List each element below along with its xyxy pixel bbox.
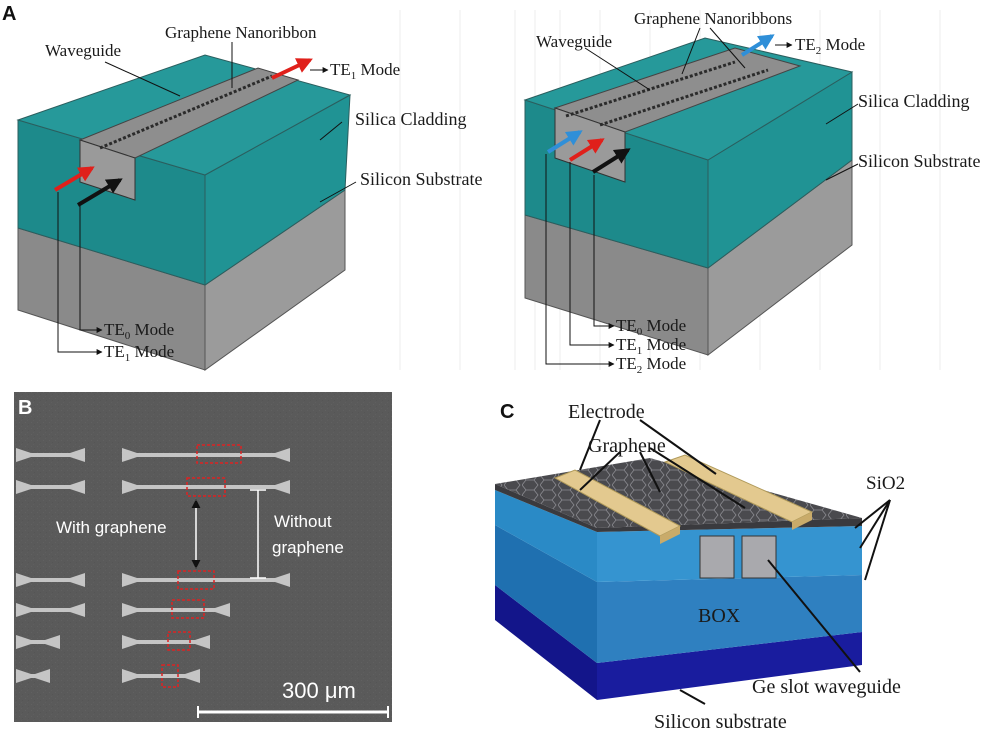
label-te2-right: TE2 Mode: [616, 354, 686, 376]
label-substrate-left: Silicon Substrate: [360, 169, 483, 189]
sem-device-left-2: [16, 573, 85, 587]
ge-slot-left: [699, 535, 735, 579]
graphene-region-box-4: [167, 631, 191, 651]
label-graphene: Graphene: [588, 435, 666, 457]
leader-te2-r: [545, 154, 615, 367]
panel-b-letter: B: [18, 397, 32, 419]
label-silicon-substrate-c: Silicon substrate: [654, 711, 787, 733]
label-nanoribbon: Graphene Nanoribbon: [165, 23, 317, 42]
sem-device-right-1: [122, 480, 290, 494]
leader-te0-r: [593, 175, 615, 329]
leader-sio2-a: [854, 499, 891, 529]
graphene-region-box-0: [196, 444, 242, 464]
sem-device-left-4: [16, 635, 60, 649]
leader-substrate: [319, 181, 357, 203]
leader-ribbons-b: [709, 27, 746, 69]
silicon-substrate-c-front: [495, 585, 597, 700]
leader-sio2-c: [864, 499, 891, 581]
label-box: BOX: [698, 605, 741, 627]
label-out-mode-left: TE1 Mode: [330, 60, 400, 82]
label-te0-right: TE0 Mode: [616, 316, 686, 338]
leader-ge: [767, 559, 861, 673]
label-waveguide-left: Waveguide: [45, 41, 121, 60]
sem-device-right-3: [122, 603, 230, 617]
label-ge-slot: Ge slot waveguide: [752, 676, 901, 698]
box-layer-front: [495, 525, 597, 663]
label-te0-left: TE0 Mode: [104, 320, 174, 342]
sem-device-right-0: [122, 448, 290, 462]
sem-device-right-2: [122, 573, 290, 587]
label-cladding-left: Silica Cladding: [355, 109, 467, 129]
label-te1-right: TE1 Mode: [616, 335, 686, 357]
sem-device-left-3: [16, 603, 85, 617]
output-arrow-red: [271, 58, 313, 80]
label-cladding-right: Silica Cladding: [858, 91, 970, 111]
leader-graphene-c: [649, 447, 746, 509]
device-c: [495, 419, 891, 705]
leader-graphene-b: [639, 451, 661, 493]
ge-slot-right: [741, 535, 777, 579]
sem-device-left-1: [16, 480, 85, 494]
graphene-region-box-2: [177, 570, 215, 590]
input-arrow-blue-r: [546, 130, 583, 154]
leader-substrate-r: [825, 163, 859, 181]
device-a-left: [16, 42, 357, 371]
label-substrate-right: Silicon Substrate: [858, 151, 981, 171]
device-c-labels: Electrode Graphene SiO2 BOX Ge slot wave…: [568, 401, 905, 733]
leader-electrode-a: [579, 419, 601, 471]
leader-te1: [57, 192, 103, 355]
graphene-nanoribbon: [99, 74, 273, 150]
panel-a-letter: A: [2, 3, 16, 25]
label-sio2: SiO2: [866, 473, 905, 494]
box-layer-side: [597, 575, 862, 663]
device-a-right-labels: Waveguide Graphene Nanoribbons Silica Cl…: [536, 9, 981, 376]
output-arrow-blue-r: [740, 34, 775, 57]
label-nanoribbons: Graphene Nanoribbons: [634, 9, 792, 28]
leader-cladding-r: [825, 103, 859, 125]
leader-ribbons-a: [681, 27, 701, 75]
sem-device-rows: [16, 444, 290, 688]
label-out-mode-right: TE2 Mode: [795, 35, 865, 57]
leader-electrode-b: [639, 419, 717, 475]
scale-bar-label: 300 μm: [282, 678, 356, 703]
without-graphene-arrow: [250, 489, 266, 579]
panel-b-sem-image: With graphene Without graphene 300 μm: [14, 392, 392, 722]
sem-device-right-4: [122, 635, 210, 649]
device-a-left-labels: Waveguide Graphene Nanoribbon Silica Cla…: [45, 23, 483, 364]
input-arrow-black-r: [591, 148, 631, 174]
leader-te1-r: [569, 162, 615, 348]
graphene-region-box-1: [186, 477, 226, 497]
leader-substrate-c: [679, 689, 706, 705]
graphene-nanoribbon-2: [599, 68, 769, 127]
graphene-nanoribbon-1: [565, 60, 736, 118]
silicon-substrate-c-side: [597, 632, 862, 700]
sem-device-left-5: [16, 669, 50, 683]
label-waveguide-right: Waveguide: [536, 32, 612, 51]
leader-graphene-a: [579, 451, 621, 491]
label-with-graphene: With graphene: [56, 518, 167, 537]
leader-waveguide-r: [584, 47, 651, 91]
sio2-upper-front: [495, 490, 597, 582]
label-without-1: Without: [274, 512, 332, 531]
leader-cladding: [319, 121, 343, 141]
label-electrode: Electrode: [568, 401, 645, 423]
graphene-region-box-5: [161, 664, 179, 688]
input-arrow-red-r: [568, 138, 605, 162]
leader-te0: [79, 205, 103, 333]
label-without-2: graphene: [272, 538, 344, 557]
input-arrow-red: [53, 166, 95, 192]
input-arrow-black: [76, 178, 123, 207]
label-te1-left: TE1 Mode: [104, 342, 174, 364]
graphene-region-box-3: [171, 599, 205, 619]
sem-device-left-0: [16, 448, 85, 462]
leader-sio2-b: [859, 499, 891, 549]
panel-c-letter: C: [500, 401, 514, 423]
leader-waveguide: [104, 61, 181, 97]
sem-device-right-5: [122, 669, 200, 683]
device-a-right: [523, 27, 859, 367]
